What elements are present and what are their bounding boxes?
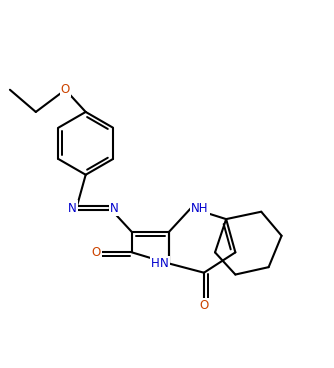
Text: N: N [110,202,119,215]
Text: NH: NH [191,202,208,215]
Text: N: N [68,202,76,215]
Text: HN: HN [151,257,169,270]
Text: O: O [91,246,101,259]
Text: O: O [199,300,208,312]
Text: O: O [61,83,70,96]
Text: N: N [160,257,169,270]
